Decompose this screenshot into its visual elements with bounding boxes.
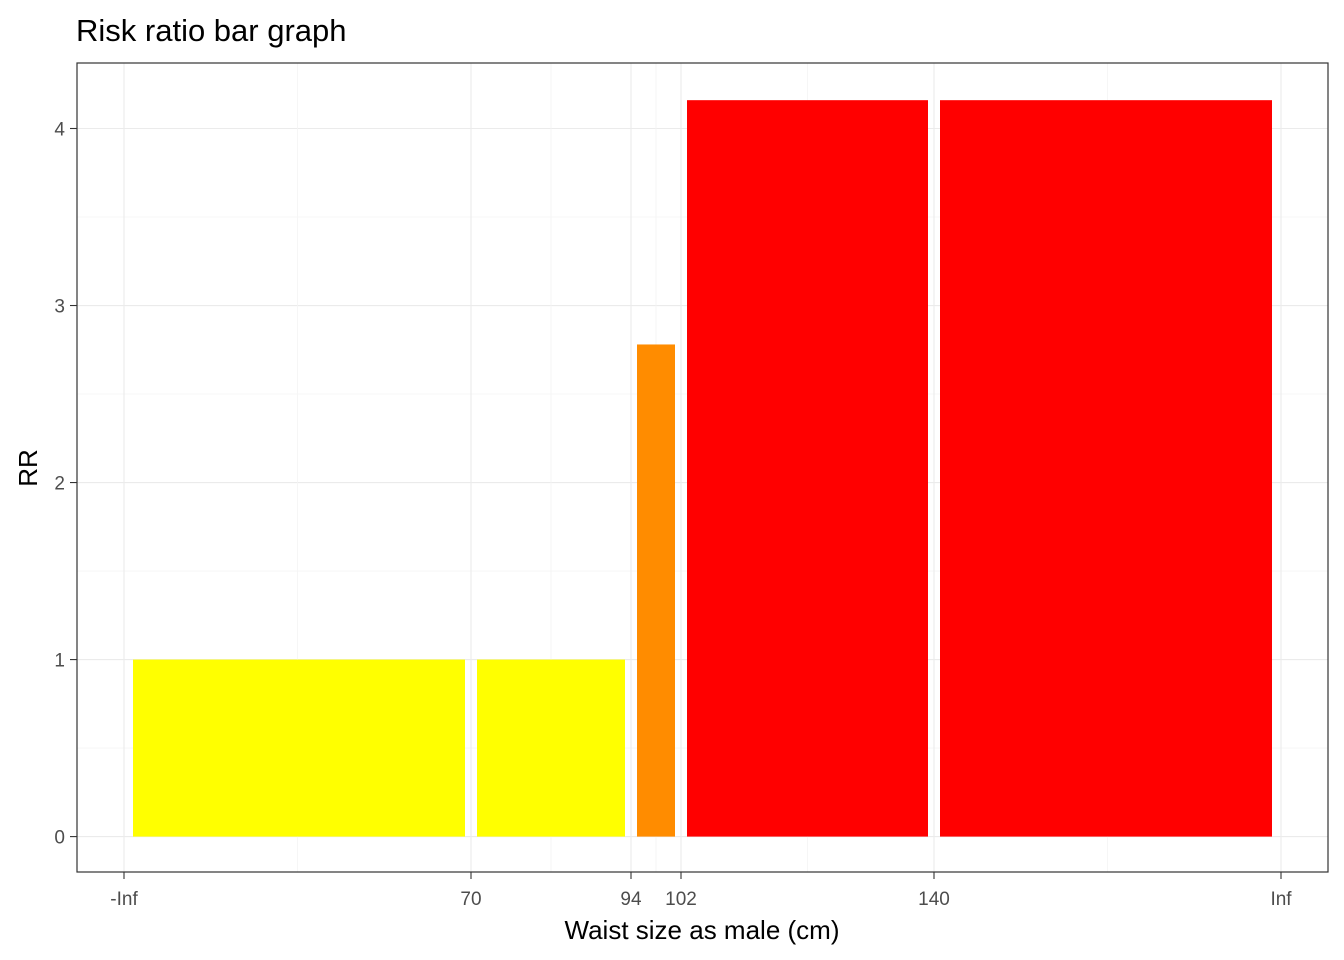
y-tick-label: 4	[54, 119, 65, 140]
y-axis-title: RR	[13, 449, 43, 487]
y-tick-label: 3	[54, 297, 65, 318]
y-tick-label: 0	[54, 828, 65, 849]
x-tick-label: 140	[918, 889, 950, 910]
chart-title: Risk ratio bar graph	[76, 13, 347, 48]
bar	[477, 659, 625, 837]
y-tick-label: 1	[54, 651, 65, 672]
bar	[940, 100, 1272, 837]
y-axis: 0 1 2 3 4	[54, 119, 77, 849]
x-axis-title: Waist size as male (cm)	[565, 915, 840, 945]
x-tick-label: 102	[665, 889, 697, 910]
y-tick-label: 2	[54, 474, 65, 495]
x-axis: -Inf 70 94 102 140 Inf	[110, 872, 1292, 910]
plot-panel-border	[76, 62, 1329, 873]
x-tick-label: 70	[460, 889, 481, 910]
bar	[133, 659, 465, 837]
bar	[637, 344, 675, 837]
x-tick-label: -Inf	[110, 889, 138, 910]
bar	[687, 100, 928, 837]
bars	[133, 100, 1272, 837]
x-tick-label: Inf	[1270, 889, 1292, 910]
x-tick-label: 94	[620, 889, 642, 910]
